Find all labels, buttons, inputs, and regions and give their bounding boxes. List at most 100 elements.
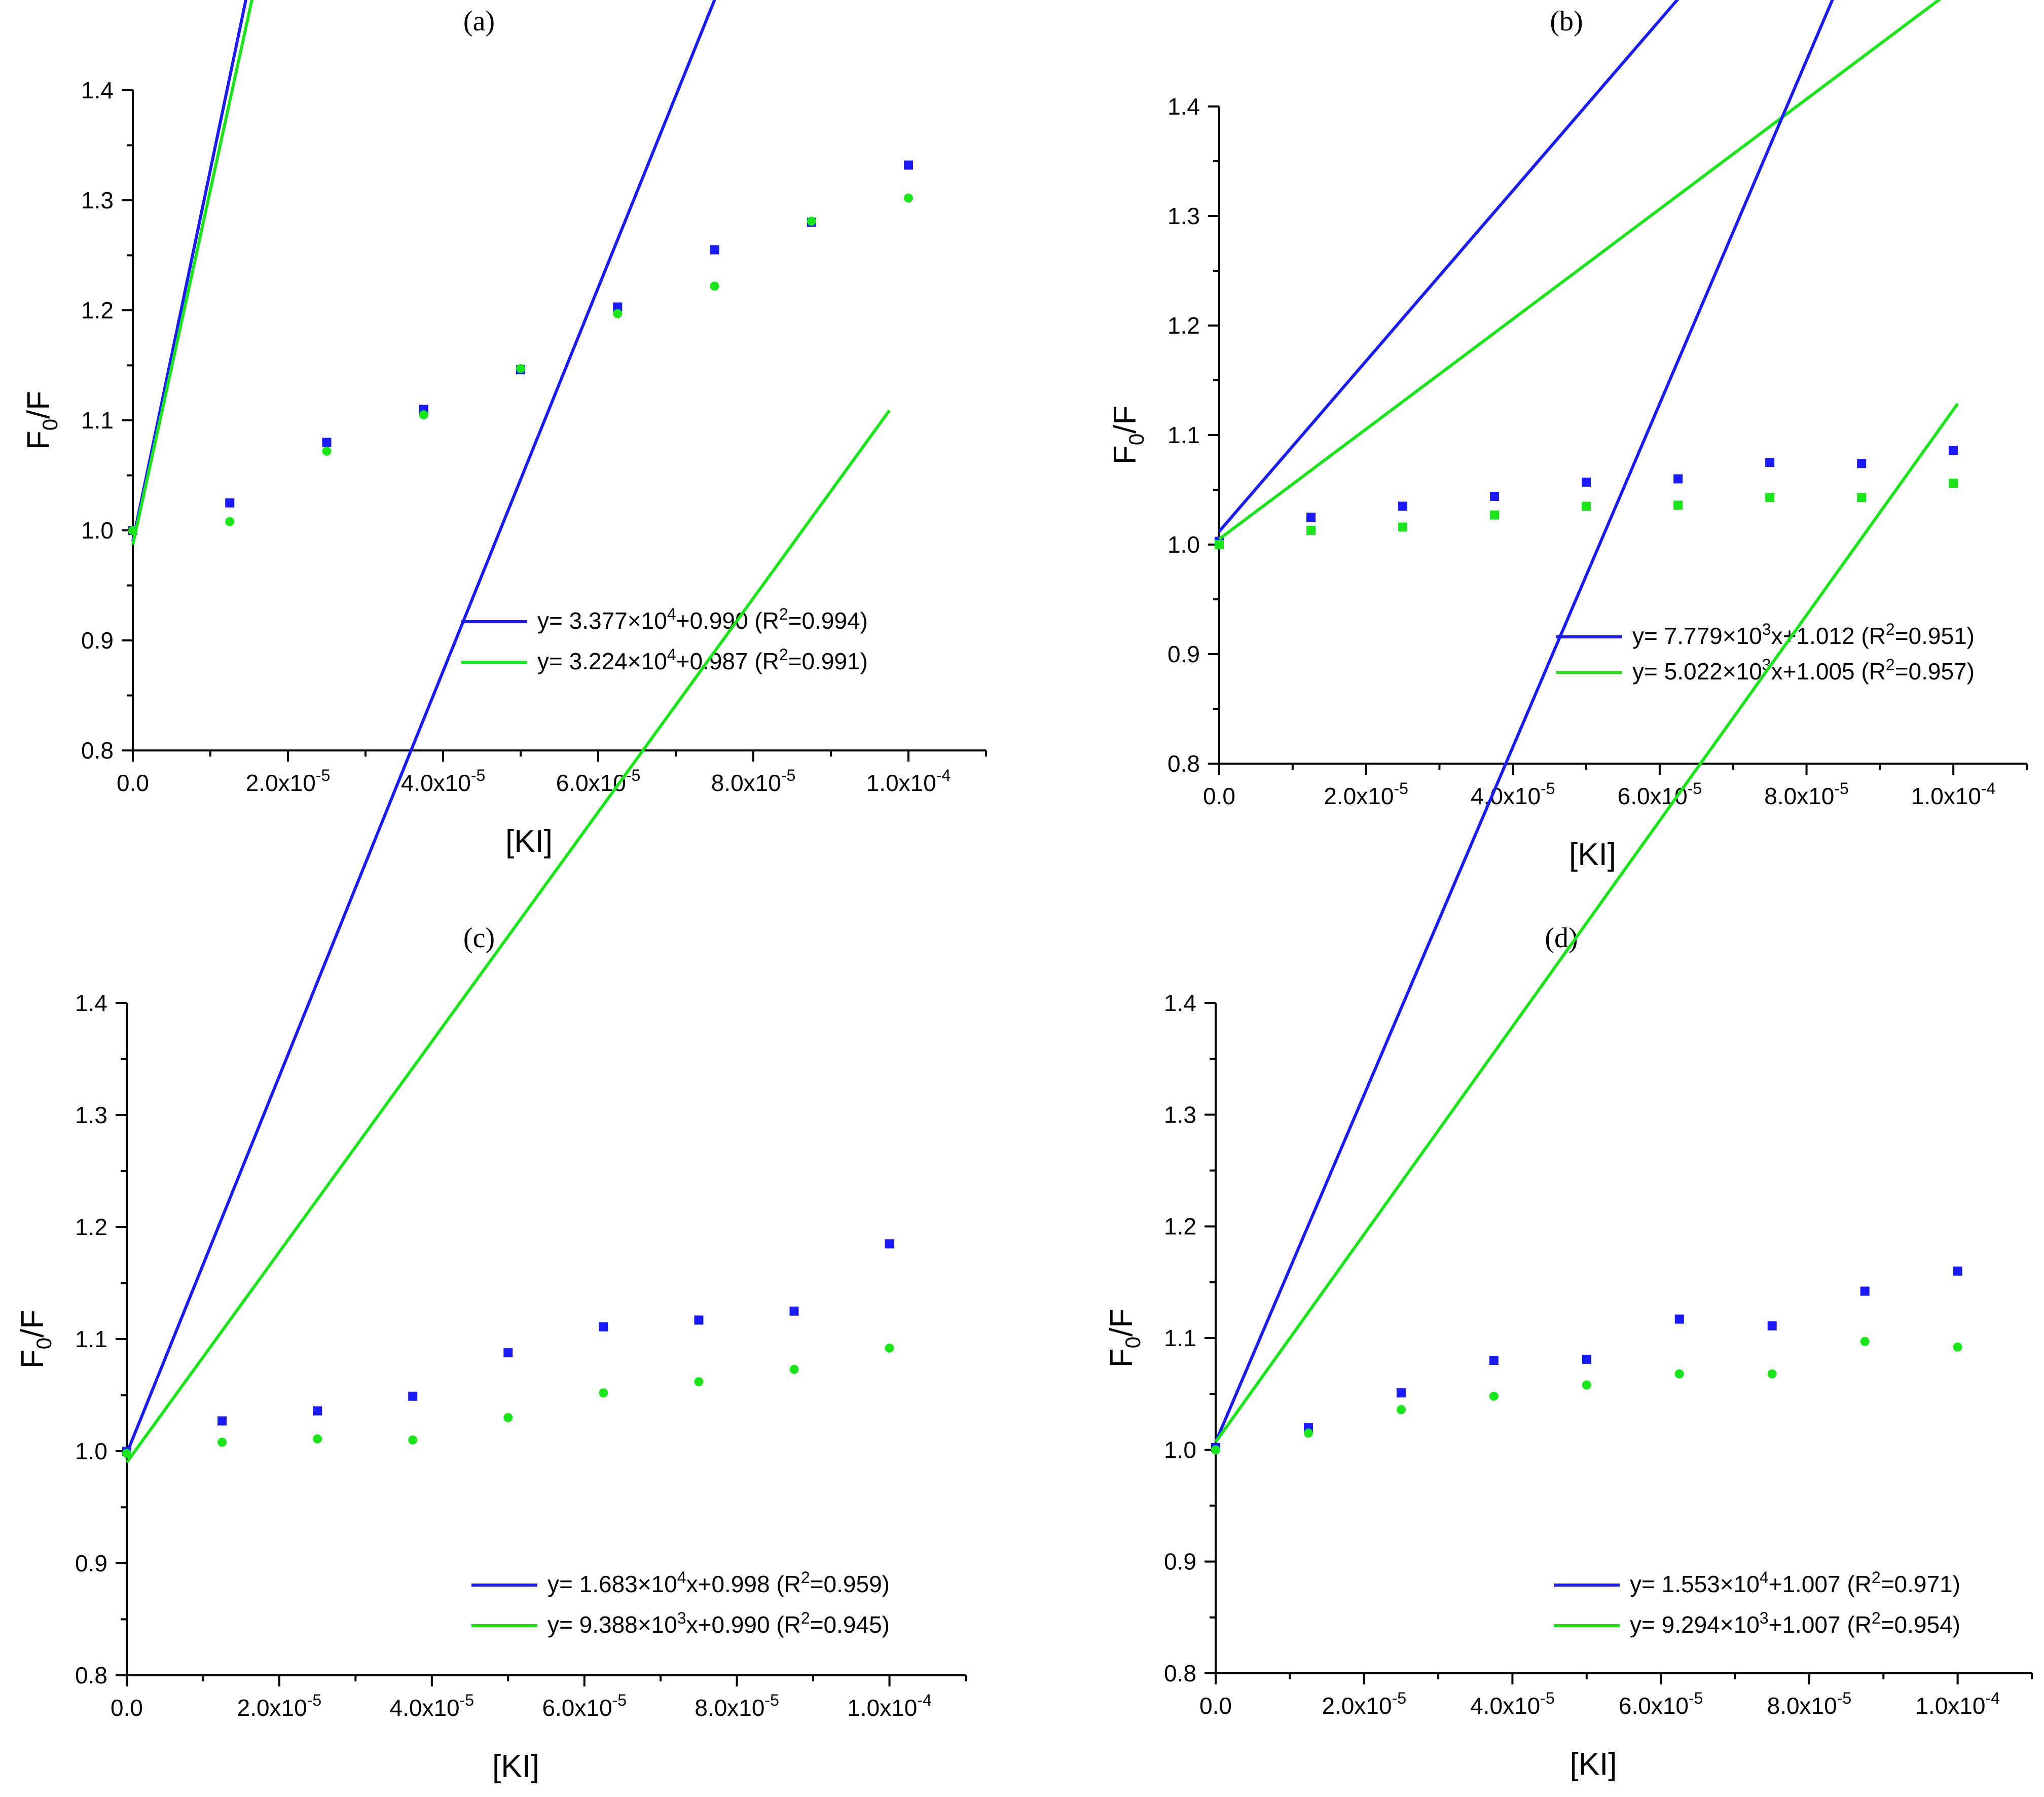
x-tick-label-b: 0.0 <box>1203 783 1235 809</box>
legend-label-a-1: y= 3.377×104+0.990 (R2=0.994) <box>537 605 868 634</box>
data-point-d-1 <box>1860 1286 1870 1296</box>
y-tick-label-b: 0.9 <box>1167 641 1200 667</box>
y-tick-label-d: 1.3 <box>1164 1101 1196 1128</box>
x-tick-label-a: 4.0x10-5 <box>401 766 486 796</box>
data-point-a-1 <box>904 160 913 170</box>
y-tick-label-c: 1.1 <box>75 1326 107 1352</box>
data-point-a-2 <box>904 193 913 203</box>
x-axis-title-d: [KI] <box>1570 1747 1617 1782</box>
data-point-d-2 <box>1211 1445 1220 1455</box>
data-point-a-2 <box>322 446 332 456</box>
data-point-a-2 <box>613 309 623 318</box>
data-point-c-1 <box>503 1348 513 1357</box>
y-tick-label-c: 1.3 <box>75 1102 107 1128</box>
x-tick-label-d: 6.0x10-5 <box>1619 1689 1703 1719</box>
y-tick-label-c: 0.8 <box>75 1662 107 1688</box>
y-tick-label-d: 1.1 <box>1164 1325 1196 1351</box>
data-point-d-1 <box>1582 1354 1591 1364</box>
fit-line-d-1 <box>1214 0 1834 1443</box>
y-axis-title-d: F0/F <box>1104 1309 1145 1368</box>
data-point-a-1 <box>613 302 623 312</box>
data-point-c-2 <box>313 1434 322 1444</box>
data-point-b-2 <box>1949 479 1958 488</box>
fit-line-b-2 <box>1218 0 1942 541</box>
data-point-b-1 <box>1398 501 1408 511</box>
x-tick-label-a: 1.0x10-4 <box>866 766 951 796</box>
y-axis-title-b: F0/F <box>1108 406 1148 464</box>
legend-label-b-1: y= 7.779×103x+1.012 (R2=0.951) <box>1632 620 1975 649</box>
x-tick-label-c: 0.0 <box>111 1695 143 1721</box>
y-tick-label-d: 1.2 <box>1164 1213 1196 1240</box>
data-point-d-1 <box>1767 1321 1777 1331</box>
data-point-b-1 <box>1490 491 1500 501</box>
x-tick-label-b: 2.0x10-5 <box>1324 779 1408 809</box>
x-tick-label-b: 6.0x10-5 <box>1618 779 1702 809</box>
chart-panel-b: (b) 0.8 0.9 1.0 1.1 1.2 1.3 1.4 0.0 2.0x10-5 4.0x1… <box>1108 0 2028 872</box>
y-tick-label-a: 1.3 <box>81 187 114 213</box>
y-tick-label-b: 0.8 <box>1167 750 1200 777</box>
y-tick-label-b: 1.2 <box>1167 312 1200 339</box>
x-tick-label-b: 4.0x10-5 <box>1471 779 1555 809</box>
data-point-d-2 <box>1396 1405 1406 1415</box>
x-tick-label-c: 2.0x10-5 <box>237 1691 322 1721</box>
legend-label-d-1: y= 1.553×104+1.007 (R2=0.971) <box>1630 1568 1960 1597</box>
x-tick-label-c: 8.0x10-5 <box>695 1691 779 1721</box>
data-point-a-2 <box>807 217 816 226</box>
y-tick-label-d: 1.4 <box>1164 990 1196 1016</box>
data-point-b-1 <box>1582 477 1591 487</box>
data-point-a-2 <box>710 281 719 291</box>
data-point-d-2 <box>1674 1369 1684 1379</box>
data-point-b-1 <box>1857 459 1867 469</box>
data-point-b-2 <box>1582 501 1591 511</box>
data-point-c-2 <box>217 1437 227 1447</box>
panel-title-c: (c) <box>463 922 495 954</box>
x-tick-label-a: 2.0x10-5 <box>246 766 331 796</box>
fit-line-c-1 <box>125 0 716 1454</box>
x-tick-label-d: 8.0x10-5 <box>1767 1689 1852 1719</box>
y-tick-label-b: 1.3 <box>1167 203 1200 229</box>
data-point-b-2 <box>1215 540 1224 549</box>
panel-title-b: (b) <box>1550 6 1583 37</box>
legend-label-b-2: y= 5.022×103x+1.005 (R2=0.957) <box>1632 656 1975 685</box>
data-point-d-1 <box>1489 1356 1499 1365</box>
data-point-d-1 <box>1674 1314 1684 1324</box>
data-point-c-1 <box>599 1322 608 1332</box>
panel-title-d: (d) <box>1545 922 1578 954</box>
data-point-a-2 <box>419 410 428 420</box>
x-tick-label-a: 8.0x10-5 <box>711 766 796 796</box>
y-tick-label-c: 0.9 <box>75 1550 107 1576</box>
data-point-c-2 <box>408 1435 418 1445</box>
y-tick-label-c: 1.4 <box>75 990 107 1016</box>
fit-line-d-2 <box>1214 403 1959 1443</box>
fit-line-a-2 <box>131 0 253 545</box>
data-point-b-2 <box>1398 522 1408 532</box>
data-point-c-1 <box>408 1391 418 1401</box>
x-tick-label-b: 1.0x10-4 <box>1911 779 1996 809</box>
y-tick-label-c: 1.2 <box>75 1214 107 1240</box>
data-point-b-1 <box>1306 513 1316 522</box>
legend-label-d-2: y= 9.294×103+1.007 (R2=0.954) <box>1630 1609 1960 1638</box>
data-point-d-2 <box>1767 1369 1777 1379</box>
data-point-d-2 <box>1303 1428 1313 1438</box>
fit-line-c-2 <box>125 409 891 1463</box>
data-point-c-1 <box>789 1306 799 1316</box>
data-point-b-1 <box>1765 458 1775 467</box>
data-point-b-2 <box>1765 493 1775 502</box>
x-tick-label-d: 0.0 <box>1199 1693 1232 1719</box>
x-tick-label-c: 4.0x10-5 <box>390 1691 474 1721</box>
data-point-c-2 <box>503 1413 513 1422</box>
chart-panel-d: (d) 0.8 0.9 1.0 1.1 1.2 1.3 1.4 0.0 2.0x10-5 4.0x1… <box>1104 0 2033 1782</box>
x-axis-title-a: [KI] <box>505 824 553 859</box>
data-point-b-2 <box>1306 525 1316 535</box>
x-tick-label-b: 8.0x10-5 <box>1764 779 1849 809</box>
data-point-c-2 <box>694 1377 704 1386</box>
data-point-b-1 <box>1949 446 1958 455</box>
panel-title-a: (a) <box>463 6 495 37</box>
y-axis-title-c: F0/F <box>15 1310 56 1369</box>
data-point-a-1 <box>322 438 332 447</box>
data-point-d-1 <box>1396 1388 1406 1397</box>
y-tick-label-b: 1.4 <box>1167 93 1200 120</box>
data-point-d-1 <box>1953 1266 1962 1276</box>
data-point-d-2 <box>1953 1342 1962 1352</box>
